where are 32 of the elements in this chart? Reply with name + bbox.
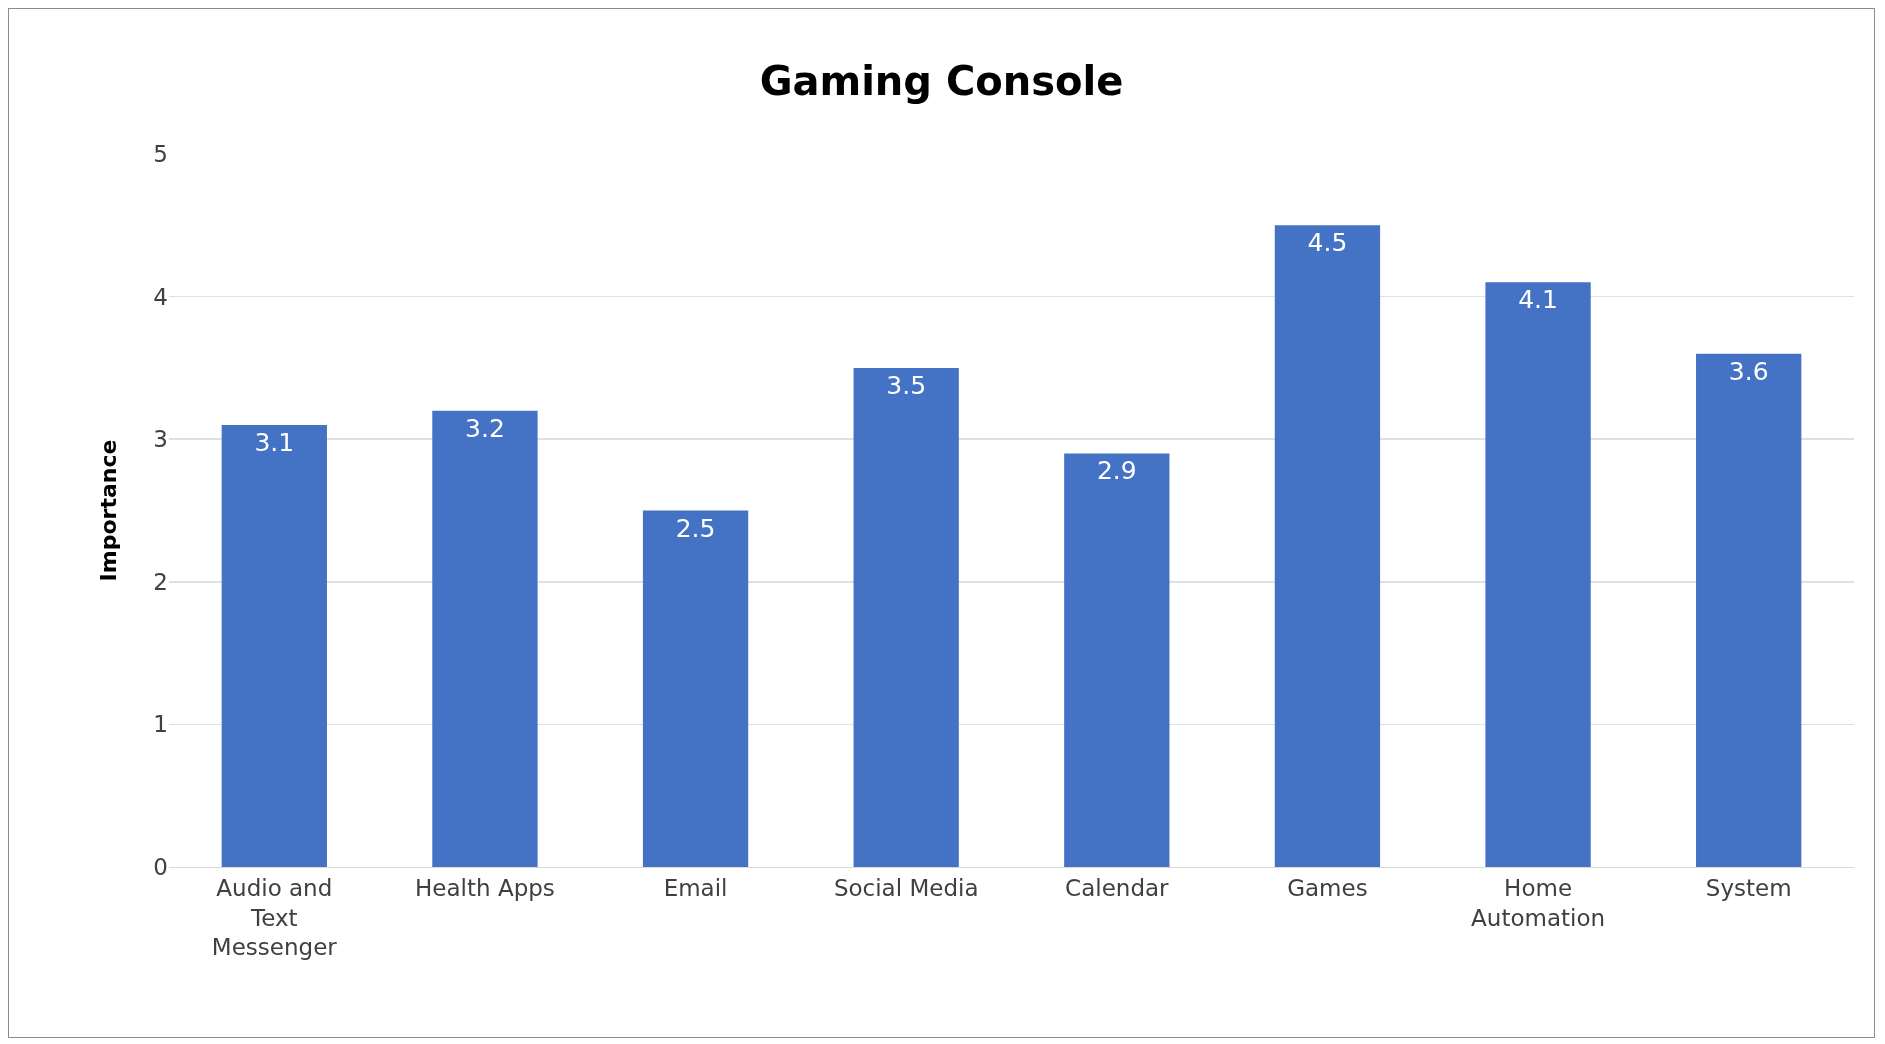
data-label: 2.5 — [675, 513, 716, 543]
data-label: 3.6 — [1728, 356, 1769, 386]
y-tick-label: 1 — [153, 711, 168, 738]
data-label: 3.1 — [254, 427, 295, 457]
y-tick-label: 5 — [153, 141, 168, 168]
data-label: 4.5 — [1307, 228, 1348, 258]
x-tick-label: Games — [1287, 874, 1368, 901]
data-label: 4.1 — [1518, 285, 1558, 315]
chart-title: Gaming Console — [759, 57, 1124, 104]
data-label: 2.9 — [1096, 456, 1137, 486]
bar — [1696, 353, 1802, 867]
x-tick-label: System — [1705, 874, 1792, 901]
y-axis-title: Importance — [96, 439, 122, 582]
bar — [1064, 453, 1170, 867]
y-tick-label: 3 — [153, 426, 168, 453]
bar — [642, 510, 749, 867]
y-tick-label: 2 — [153, 568, 168, 595]
bar — [1485, 282, 1591, 867]
y-tick-label: 0 — [153, 854, 168, 881]
x-tick-label: Email — [663, 874, 728, 901]
bar — [853, 367, 959, 867]
x-tick-label: Audio and Text Messenger — [211, 874, 338, 961]
data-label: 3.2 — [465, 413, 505, 443]
x-tick-label: Social Media — [833, 874, 979, 901]
x-tick-label: Calendar — [1065, 874, 1170, 901]
data-label: 3.5 — [886, 370, 927, 400]
bar — [432, 410, 538, 867]
x-tick-label: Home Automation — [1471, 874, 1606, 931]
y-tick-label: 4 — [153, 283, 168, 310]
x-tick-label: Health Apps — [415, 874, 555, 901]
bar — [1274, 225, 1381, 867]
bar — [221, 424, 327, 867]
